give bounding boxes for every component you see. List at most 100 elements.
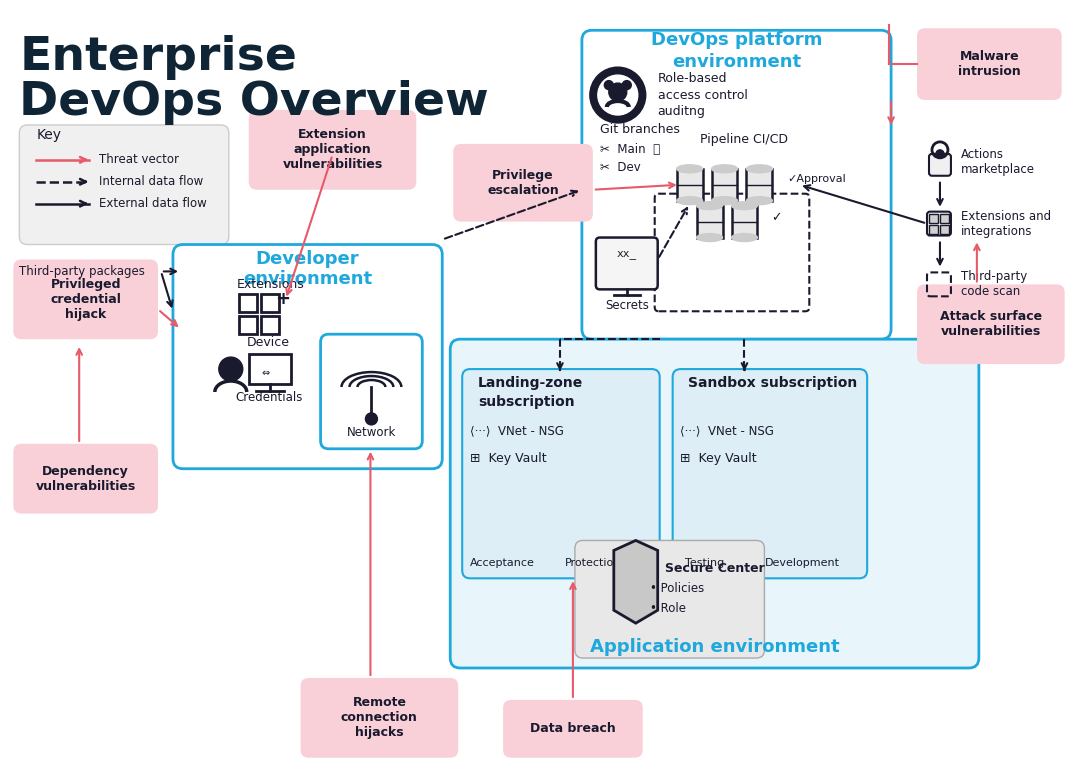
Bar: [261, 294, 278, 312]
Bar: [677, 169, 702, 201]
Text: access control: access control: [658, 89, 748, 101]
FancyBboxPatch shape: [917, 28, 1062, 100]
Bar: [929, 224, 938, 234]
Text: External data flow: External data flow: [99, 197, 207, 210]
Text: subscription: subscription: [478, 395, 575, 409]
Bar: [238, 294, 257, 312]
Text: ⟨···⟩  VNet - NSG: ⟨···⟩ VNet - NSG: [470, 425, 564, 437]
Text: Internal data flow: Internal data flow: [99, 175, 203, 189]
FancyBboxPatch shape: [453, 144, 592, 221]
Text: Threat vector: Threat vector: [99, 153, 179, 167]
Bar: [940, 213, 948, 223]
Circle shape: [623, 80, 631, 90]
Ellipse shape: [711, 165, 737, 173]
Text: Extensions and
integrations: Extensions and integrations: [961, 210, 1051, 238]
Text: ✂  Dev: ✂ Dev: [600, 161, 641, 174]
FancyBboxPatch shape: [13, 259, 158, 339]
Text: Enterprise: Enterprise: [19, 35, 297, 80]
FancyBboxPatch shape: [927, 212, 951, 235]
Text: Malware
intrusion: Malware intrusion: [958, 50, 1021, 78]
Text: Third-party packages: Third-party packages: [19, 265, 146, 278]
Ellipse shape: [711, 196, 737, 205]
Text: Privileged
credential
hijack: Privileged credential hijack: [51, 278, 121, 321]
FancyBboxPatch shape: [13, 444, 158, 513]
FancyBboxPatch shape: [19, 125, 229, 245]
Text: Developer: Developer: [256, 251, 359, 269]
Bar: [732, 206, 757, 238]
Bar: [249, 354, 290, 384]
FancyBboxPatch shape: [917, 284, 1065, 364]
Ellipse shape: [747, 196, 773, 205]
FancyBboxPatch shape: [462, 369, 659, 578]
Polygon shape: [614, 541, 658, 623]
Circle shape: [604, 80, 613, 90]
Text: ✓Approval: ✓Approval: [788, 174, 846, 184]
Text: DevOps Overview: DevOps Overview: [19, 80, 489, 125]
Text: Protection: Protection: [565, 559, 622, 569]
Text: environment: environment: [243, 270, 372, 288]
Bar: [929, 213, 938, 223]
Text: xx_: xx_: [617, 249, 637, 259]
Text: Network: Network: [346, 426, 396, 439]
Text: Remote
connection
hijacks: Remote connection hijacks: [341, 696, 418, 739]
Text: Key: Key: [37, 128, 62, 142]
Text: Third-party
code scan: Third-party code scan: [961, 270, 1027, 298]
Text: environment: environment: [672, 53, 801, 71]
Text: Development: Development: [764, 559, 839, 569]
Text: ⇔: ⇔: [261, 368, 270, 378]
Text: ⟨···⟩  VNet - NSG: ⟨···⟩ VNet - NSG: [680, 425, 774, 437]
Text: Credentials: Credentials: [235, 391, 302, 404]
Text: ⊞  Key Vault: ⊞ Key Vault: [680, 453, 756, 465]
FancyBboxPatch shape: [582, 30, 891, 339]
Text: Landing-zone: Landing-zone: [478, 376, 584, 390]
Circle shape: [366, 413, 378, 425]
Ellipse shape: [747, 165, 773, 173]
Bar: [261, 316, 278, 334]
Ellipse shape: [732, 234, 757, 241]
Circle shape: [609, 83, 627, 101]
Bar: [711, 169, 737, 201]
Text: Extension
application
vulnerabilities: Extension application vulnerabilities: [283, 129, 383, 171]
Circle shape: [219, 357, 243, 381]
Text: Attack surface
vulnerabilities: Attack surface vulnerabilities: [940, 310, 1042, 338]
Text: Actions
marketplace: Actions marketplace: [961, 148, 1035, 176]
Text: Extensions: Extensions: [236, 278, 304, 291]
FancyBboxPatch shape: [301, 678, 459, 758]
Text: Application environment: Application environment: [590, 638, 839, 656]
Text: Pipeline CI/CD: Pipeline CI/CD: [699, 133, 788, 146]
Circle shape: [935, 150, 944, 158]
Bar: [238, 316, 257, 334]
Text: Role-based: Role-based: [658, 72, 727, 85]
Ellipse shape: [732, 202, 757, 210]
Ellipse shape: [677, 196, 702, 205]
Ellipse shape: [677, 165, 702, 173]
Text: Git branches: Git branches: [600, 123, 680, 136]
Text: ✓: ✓: [771, 211, 782, 224]
Text: • Role: • Role: [650, 601, 686, 615]
Text: Secure Center: Secure Center: [665, 562, 764, 575]
Ellipse shape: [697, 234, 723, 241]
Text: DevOps platform: DevOps platform: [651, 31, 822, 49]
FancyBboxPatch shape: [320, 334, 422, 449]
FancyBboxPatch shape: [173, 245, 442, 469]
FancyBboxPatch shape: [450, 339, 979, 668]
Ellipse shape: [697, 202, 723, 210]
Text: Testing: Testing: [684, 559, 724, 569]
Text: Acceptance: Acceptance: [470, 559, 535, 569]
Circle shape: [590, 67, 645, 123]
Text: Dependency
vulnerabilities: Dependency vulnerabilities: [36, 465, 136, 492]
FancyBboxPatch shape: [249, 110, 416, 190]
Text: ⊞  Key Vault: ⊞ Key Vault: [470, 453, 547, 465]
Text: auditng: auditng: [658, 105, 706, 118]
Text: • Policies: • Policies: [650, 582, 704, 595]
FancyBboxPatch shape: [575, 541, 764, 658]
Text: +: +: [275, 291, 290, 308]
Bar: [940, 224, 948, 234]
FancyBboxPatch shape: [503, 700, 643, 758]
Text: Device: Device: [247, 337, 290, 349]
FancyBboxPatch shape: [596, 238, 658, 289]
Bar: [747, 169, 773, 201]
FancyBboxPatch shape: [929, 153, 951, 176]
Text: Secrets: Secrets: [605, 299, 648, 312]
Text: Privilege
escalation: Privilege escalation: [487, 169, 559, 197]
